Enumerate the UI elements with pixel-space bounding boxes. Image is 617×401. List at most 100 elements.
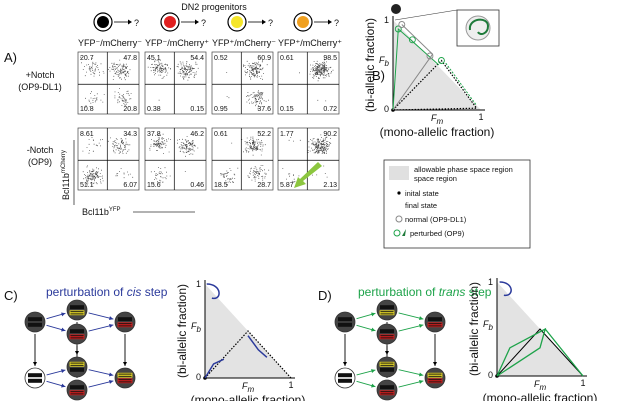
trajectory xyxy=(247,335,268,358)
scatter-dots xyxy=(282,134,332,183)
edge-head xyxy=(33,362,37,366)
trajectory xyxy=(445,62,478,106)
tick-label: 0 xyxy=(384,104,389,114)
y-caption: (bi-allelic fraction) xyxy=(175,284,189,378)
plot-frame xyxy=(77,127,140,191)
panel-title: perturbation of trans step xyxy=(358,285,492,299)
label-sub: m xyxy=(248,385,255,394)
quadrant-value: 34.3 xyxy=(123,131,137,138)
legend-text: allowable phase space region xyxy=(414,165,513,174)
label-sub: b xyxy=(385,59,390,68)
unknown-mark: ? xyxy=(268,18,273,28)
edge-head xyxy=(418,379,424,384)
final-state xyxy=(394,25,402,33)
legend: allowable phase space region space regio… xyxy=(383,159,531,249)
legend-text: normal (OP9-DL1) xyxy=(405,215,467,224)
quadrant-value: 1.77 xyxy=(280,131,294,138)
cell-core xyxy=(231,16,243,28)
allele-mark xyxy=(428,380,442,382)
quadrant-value: 0.15 xyxy=(280,106,294,113)
panel-label: B) xyxy=(372,68,385,83)
quadrant-value: 47.8 xyxy=(123,55,137,62)
edge xyxy=(88,324,114,332)
cell-core xyxy=(164,16,176,28)
edge-head xyxy=(343,362,347,366)
panel-label: A) xyxy=(4,50,17,65)
cell-node xyxy=(66,323,88,345)
label-sub: m xyxy=(437,117,444,126)
allele-mark xyxy=(380,336,394,338)
quadrant-value: 54.4 xyxy=(190,55,204,62)
allele-mark xyxy=(70,363,84,365)
arrow-head xyxy=(328,19,332,25)
quadrant-value: 45.1 xyxy=(147,55,161,62)
edge-head xyxy=(108,372,114,377)
panel-title: perturbation of cis step xyxy=(46,285,168,299)
column-header: YFP⁺/mCherry⁻ xyxy=(212,38,276,48)
tick-label: 0 xyxy=(488,370,493,380)
allele-mark xyxy=(70,312,84,314)
label-main: F xyxy=(191,321,197,331)
edge-head xyxy=(371,312,376,317)
quadrant-value: 10.8 xyxy=(80,106,94,113)
allele-bar xyxy=(28,373,42,378)
allele-bar xyxy=(28,322,42,327)
cell-node xyxy=(66,356,88,378)
y-caption: (bi-allelic fraction) xyxy=(467,282,481,376)
tick-label: 1 xyxy=(478,112,483,122)
allele-mark xyxy=(380,312,394,314)
quadrant-value: 0.72 xyxy=(323,106,337,113)
edge xyxy=(88,369,114,376)
arrow-head xyxy=(195,19,199,25)
quadrant-value: 0.52 xyxy=(214,55,228,62)
legend-text: inital state xyxy=(405,189,439,198)
panel-title: DN2 progenitors xyxy=(181,2,247,12)
x-axis-label: Fm xyxy=(431,113,444,126)
edge-head xyxy=(61,383,66,388)
allele-bar xyxy=(338,322,352,327)
quadrant-value: 51.1 xyxy=(80,182,94,189)
inset-anchor xyxy=(391,4,401,14)
quadrant-value: 90.2 xyxy=(323,131,337,138)
cell-core xyxy=(97,16,109,28)
edge-head xyxy=(108,323,114,328)
allele-mark xyxy=(380,363,394,365)
x-axis-label: Bcl11bYFP xyxy=(82,207,121,217)
cell-node xyxy=(424,367,446,389)
label-sub: b xyxy=(197,325,202,334)
cell-node xyxy=(114,367,136,389)
allele-bar xyxy=(70,305,84,310)
unknown-mark: ? xyxy=(134,18,139,28)
quadrant-value: 6.07 xyxy=(123,182,137,189)
column-header: YFP⁻/mCherry⁻ xyxy=(78,38,142,48)
plot-frame xyxy=(277,127,340,191)
cell-node xyxy=(334,311,356,333)
final-state xyxy=(437,57,445,64)
legend-icon xyxy=(395,215,403,223)
allele-bar xyxy=(118,317,132,322)
panel-label: C) xyxy=(4,288,18,303)
quadrant-value: 0.61 xyxy=(214,131,228,138)
edge-head xyxy=(418,316,424,321)
allele-bar xyxy=(70,385,84,390)
edge xyxy=(398,380,424,388)
label-sub: b xyxy=(489,323,494,332)
allele-bar xyxy=(28,378,42,383)
allele-bar xyxy=(380,367,394,372)
column-header: YFP⁺/mCherry⁺ xyxy=(278,38,342,48)
label-sub: m xyxy=(540,383,547,392)
scatter-dots xyxy=(147,59,199,101)
column-header: YFP⁻/mCherry⁺ xyxy=(145,38,209,48)
quadrant-value: 37.8 xyxy=(147,131,161,138)
edge xyxy=(398,324,424,332)
allele-mark xyxy=(428,324,442,326)
tick-label: 1 xyxy=(488,277,493,287)
allele-mark xyxy=(118,380,132,382)
allele-bar xyxy=(28,317,42,322)
quadrant-value: 37.6 xyxy=(257,106,271,113)
edge-head xyxy=(371,383,376,388)
cell-node xyxy=(376,299,398,321)
scatter-dots xyxy=(80,57,132,108)
cell-node xyxy=(66,299,88,321)
edge-head xyxy=(418,372,424,377)
